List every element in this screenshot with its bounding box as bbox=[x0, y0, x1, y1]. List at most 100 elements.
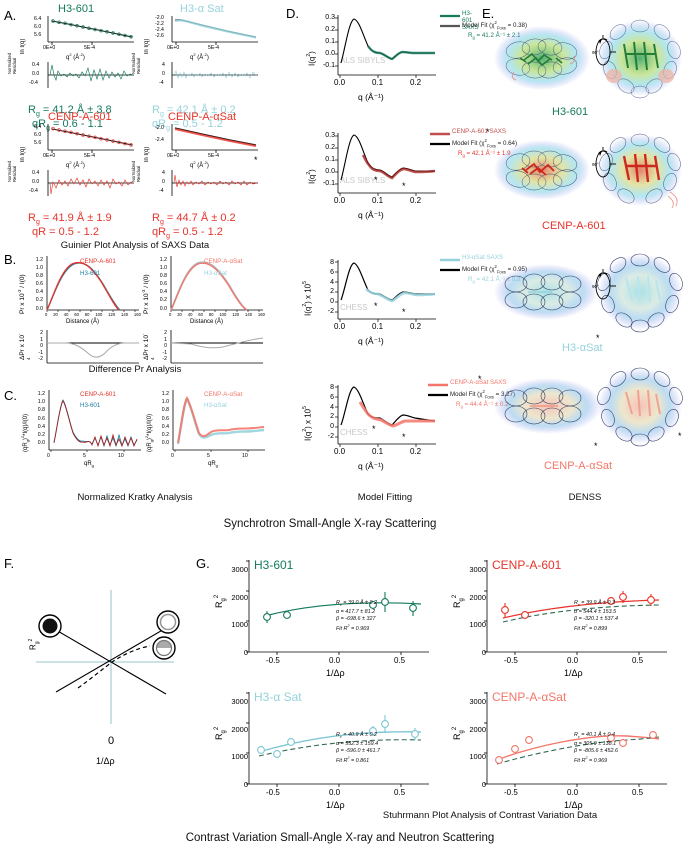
panelD-legend-swatch-data bbox=[428, 383, 448, 387]
panelF-origin: 0 bbox=[108, 735, 114, 747]
panelD-plot-cenpa-601: I(q2) 0.3 0.2 0.1 0.0 -0.1 ALS SIBYLS * * … bbox=[300, 124, 517, 236]
panelD-xtick: 0.0 bbox=[334, 78, 346, 87]
panelA-resid-tick: 4 bbox=[162, 62, 165, 68]
panelA-ytick: 6.0 bbox=[34, 132, 42, 138]
panelA-xtick: 0E+0 bbox=[167, 45, 180, 51]
panelB-yticks: 1.2 1.0 0.8 0.6 0.4 0.2 0.0 bbox=[35, 257, 43, 312]
panelD-xtick: 0.2 bbox=[410, 322, 422, 331]
panelG-fit-r2: Fit R2 = 0.969 bbox=[574, 756, 608, 765]
panelB-legend-cenpa-601: CENP-A-601 bbox=[80, 258, 116, 265]
panelG-plot-h3-asat: Rg2 3000 2000 1000 0 H3-α Sat Rc = 40.9 Å … bbox=[214, 688, 444, 818]
panelA-xtick: 5E-4 bbox=[208, 153, 219, 159]
panelG-fit-r2: Fit R2 = 0.899 bbox=[574, 624, 608, 633]
panelG-xtick: -0.5 bbox=[504, 788, 518, 797]
svg-text:90°: 90° bbox=[592, 284, 599, 289]
panelB-pr-svg-601 bbox=[46, 256, 139, 312]
panelA-rg-h3-601: Rg = 41.2 Å ± 3.8 bbox=[28, 104, 112, 119]
panelA-resid-label: Normalized Residual bbox=[7, 52, 17, 74]
panelG-xtick: 0.5 bbox=[394, 788, 406, 797]
panelG-rc: Rc = 40.1 Å ± 0.4 bbox=[574, 732, 615, 740]
panelA-resid-tick: 0 bbox=[162, 71, 165, 77]
panelC-ylabel: (qRg)2*I(q)/I(0) bbox=[20, 413, 31, 452]
panelE-asterisk: * bbox=[594, 441, 598, 451]
panelD-xtick: 0.2 bbox=[410, 447, 422, 456]
panelG-beta: β = -596.0 ± 461.7 bbox=[336, 748, 380, 755]
panelG-plot-h3-601: Rg2 3000 2000 1000 0 H3-601 Rc = 39.0 Å ± … bbox=[214, 556, 444, 686]
panelE-density-cenpa-601 bbox=[494, 133, 682, 209]
panelG-xtick: 0.0 bbox=[329, 656, 341, 665]
panelA-plot-h3-asat: H3-α Sat ln I(q) -2.0 -2.2 -2.4 -2.6 0E+… bbox=[131, 3, 262, 102]
panelA-ytick: -2.0 bbox=[155, 15, 164, 21]
panelB-ylabel: Pr x 10-3 / I(0) bbox=[17, 274, 27, 314]
panelC-xlabel: qRg bbox=[84, 461, 94, 469]
panelC-xtick: 0 bbox=[47, 453, 50, 459]
panelA-xlabel: q2 (Å-2) bbox=[66, 52, 85, 61]
panelA-ytick: 6.4 bbox=[34, 16, 42, 22]
panelB-legend-cenpa-asat: CENP-A-αSat bbox=[204, 258, 243, 265]
panelG-title-h3-asat: H3-α Sat bbox=[254, 690, 302, 704]
panelA-ytick: 5.6 bbox=[34, 32, 42, 38]
panelC-xtick: 5 bbox=[83, 453, 86, 459]
panelA-ylabel: ln I(q) bbox=[144, 38, 150, 54]
panelA-residual-svg-h3-601 bbox=[47, 62, 134, 88]
panelD-legend-data-h3-601: H3-601 SAXS bbox=[462, 10, 479, 31]
panelF-schematic: 0 Rg2 1/Δρ bbox=[16, 572, 206, 772]
panelC-xlabel: qRg bbox=[208, 461, 218, 469]
panelF-sphere-filled bbox=[38, 614, 62, 638]
panelD-legend-swatch-data bbox=[440, 258, 460, 262]
panelD-watermark: ALS SIBYLS bbox=[340, 56, 385, 65]
panelG-stats-cenpa-asat: Rc = 40.1 Å ± 0.4 α = 305.9 ± 138.1 β = … bbox=[574, 732, 618, 766]
panelA-rg-h3-asat: Rg = 42.1 Å ± 0.2 bbox=[152, 104, 236, 119]
panelB-diff-svg-601 bbox=[46, 330, 139, 364]
panelD-watermark: ALS SIBYLS bbox=[340, 176, 385, 185]
panelA-guinier-svg-cenpa-601 bbox=[47, 124, 134, 153]
panelD-asterisk: * bbox=[402, 307, 406, 317]
panelC-kratky-svg-601 bbox=[48, 390, 141, 452]
panelD-watermark: CHESS bbox=[340, 428, 368, 437]
panelB-plot-601: Pr x 10-3 / I(0) 1.2 1.0 0.8 0.6 0.4 0.2 0.… bbox=[17, 250, 141, 364]
panelB-legend-h3-601: H3-601 bbox=[80, 270, 101, 277]
panelA-resid-tick: 0.0 bbox=[32, 71, 40, 77]
panelG-xlabel: 1/Δρ bbox=[326, 668, 345, 678]
panelD-asterisk: * bbox=[374, 175, 378, 185]
panelF-xlabel: 1/Δρ bbox=[96, 756, 115, 766]
panelG-beta: β = -320.1 ± 537.4 bbox=[574, 616, 618, 623]
panel-letter-f: F. bbox=[4, 556, 15, 571]
panelA-resid-tick: -0.4 bbox=[29, 80, 38, 86]
panelA-ylabel: ln I(q) bbox=[20, 38, 26, 54]
panelE-model-h3-asat: 90° * H3-αSat bbox=[490, 250, 685, 362]
panelE-model-cenpa-asat: * * CENP-A-αSat bbox=[490, 362, 685, 482]
caption-stuhrmann: Stuhrmann Plot Analysis of Contrast Vari… bbox=[382, 810, 598, 821]
panelG-xtick: 0.5 bbox=[632, 788, 644, 797]
panelA-asterisk: * bbox=[254, 155, 258, 165]
panelD-rg-h3-asat: Rg = 42.1 Å⁻¹ ± 0.2 bbox=[468, 276, 521, 285]
panelG-svg-cenpa-asat bbox=[484, 692, 667, 787]
panelF-svg: 0 bbox=[36, 590, 180, 747]
panelC-kratky-svg-asat bbox=[172, 390, 265, 452]
panelA-xlabel: q2 (Å-2) bbox=[190, 52, 209, 61]
panelD-asterisk: * bbox=[372, 424, 376, 434]
svg-text:90°: 90° bbox=[592, 162, 599, 167]
panelG-xlabel: 1/Δρ bbox=[326, 800, 345, 810]
panelD-svg-cenpa-asat: CHESS bbox=[335, 385, 436, 447]
panelG-alpha: α = 417.7 ± 81.2 bbox=[336, 608, 376, 615]
panelD-xtick: 0.2 bbox=[410, 78, 422, 87]
panelG-xtick: 0.0 bbox=[567, 788, 579, 797]
panelD-legend-swatch-fit bbox=[428, 393, 448, 397]
panelA-resid-tick: -0.4 bbox=[29, 188, 38, 194]
panelB-pr-svg-asat bbox=[170, 256, 263, 312]
panelA-ytick: 6.0 bbox=[34, 24, 42, 30]
panelD-legend-data-h3-asat: H3-αSat SAXS bbox=[462, 254, 504, 261]
panelE-rotation-icon: 90° bbox=[592, 35, 616, 66]
panelD-xtick: 0.1 bbox=[372, 78, 384, 87]
panelG-plot-cenpa-601: Rg2 3000 2000 1000 0 CENP-A-601 Rc = 39.9 … bbox=[452, 556, 682, 686]
panelE-asterisk: * bbox=[596, 333, 600, 343]
panelA-ytick: -2.6 bbox=[155, 33, 164, 39]
panelG-fit-r2: Fit R2 = 0.861 bbox=[336, 756, 370, 765]
panelD-svg-cenpa-601: ALS SIBYLS bbox=[335, 133, 436, 196]
panelA-resid-tick: 0.4 bbox=[32, 170, 40, 176]
panelD-ylabel: I(q2) x 105 bbox=[302, 406, 313, 441]
